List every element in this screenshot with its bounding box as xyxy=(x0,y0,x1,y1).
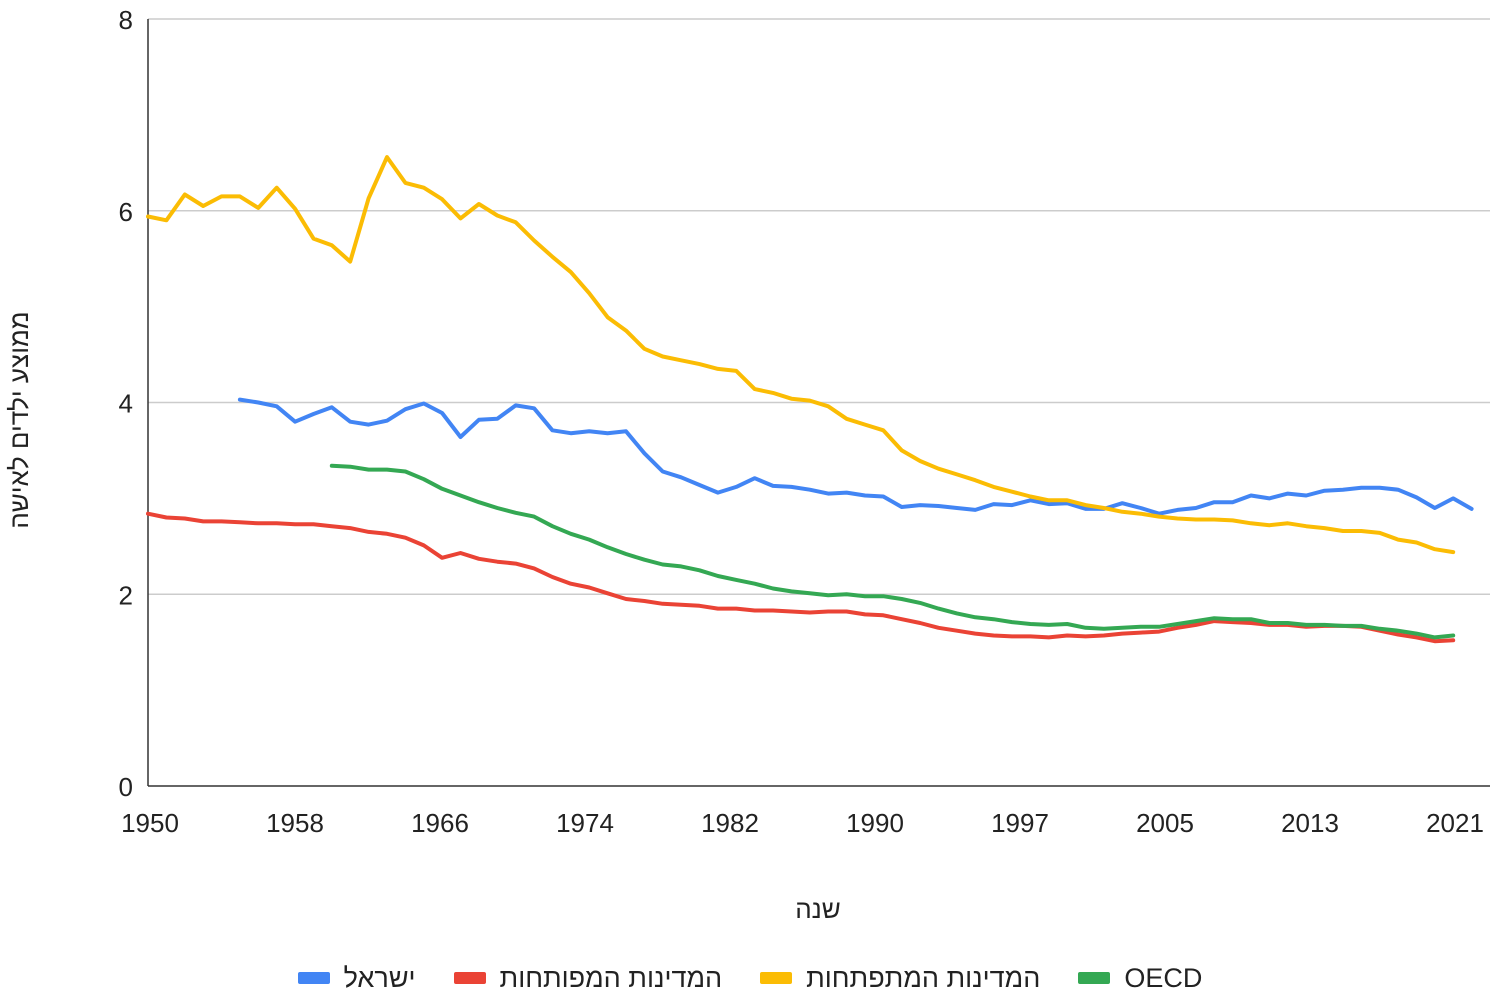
y-tick-label: 8 xyxy=(119,5,133,35)
gridlines xyxy=(148,18,1490,595)
x-tick-label: 2013 xyxy=(1281,808,1339,838)
y-tick-labels: 0 2 4 6 8 xyxy=(119,5,133,802)
x-axis-title: שנה xyxy=(795,894,841,924)
legend-items: ישראל המדינות המפותחות המדינות המתפתחות OEC… xyxy=(0,958,1500,998)
legend-label: OECD xyxy=(1124,962,1203,993)
x-tick-label: 2005 xyxy=(1136,808,1194,838)
x-tick-labels: 1950 1958 1966 1974 1982 1990 1997 2005 2013 2021 xyxy=(121,808,1484,838)
x-tick-label: 1950 xyxy=(121,808,179,838)
y-axis-title: ממוצע ילדים לאישה xyxy=(4,311,34,528)
legend: ישראל המדינות המפותחות המדינות המתפתחות OEC… xyxy=(0,958,1500,998)
legend-swatch xyxy=(453,972,486,984)
x-tick-label: 1966 xyxy=(411,808,469,838)
x-tick-label: 2021 xyxy=(1426,808,1484,838)
x-tick-label: 1958 xyxy=(266,808,324,838)
y-tick-label: 2 xyxy=(119,580,133,610)
y-tick-label: 4 xyxy=(119,389,133,419)
legend-label: ישראל xyxy=(343,962,416,993)
axes xyxy=(147,19,1490,787)
x-tick-label: 1982 xyxy=(701,808,759,838)
line-chart: 0 2 4 6 8 1950 1958 1966 1974 1982 1990 1997 2005 20… xyxy=(4,5,1490,924)
legend-item: המדינות המפותחות xyxy=(453,962,723,994)
series-line-1 xyxy=(146,511,1456,644)
legend-swatch xyxy=(297,972,330,984)
x-tick-label: 1990 xyxy=(846,808,904,838)
legend-label: המדינות המפותחות xyxy=(499,962,723,993)
legend-item: OECD xyxy=(1078,963,1202,994)
series-line-0 xyxy=(237,397,1474,516)
legend-swatch xyxy=(1078,972,1111,984)
x-tick-label: 1997 xyxy=(991,808,1049,838)
legend-label: המדינות המתפתחות xyxy=(806,962,1041,993)
y-tick-label: 0 xyxy=(119,772,133,802)
legend-item: ישראל xyxy=(297,962,416,994)
series-line-2 xyxy=(146,155,1456,555)
series-line-3 xyxy=(329,463,1456,640)
legend-item: המדינות המתפתחות xyxy=(760,963,1040,994)
y-tick-label: 6 xyxy=(119,197,133,227)
legend-swatch xyxy=(760,972,793,984)
x-tick-label: 1974 xyxy=(556,808,614,838)
series-lines xyxy=(146,155,1474,644)
